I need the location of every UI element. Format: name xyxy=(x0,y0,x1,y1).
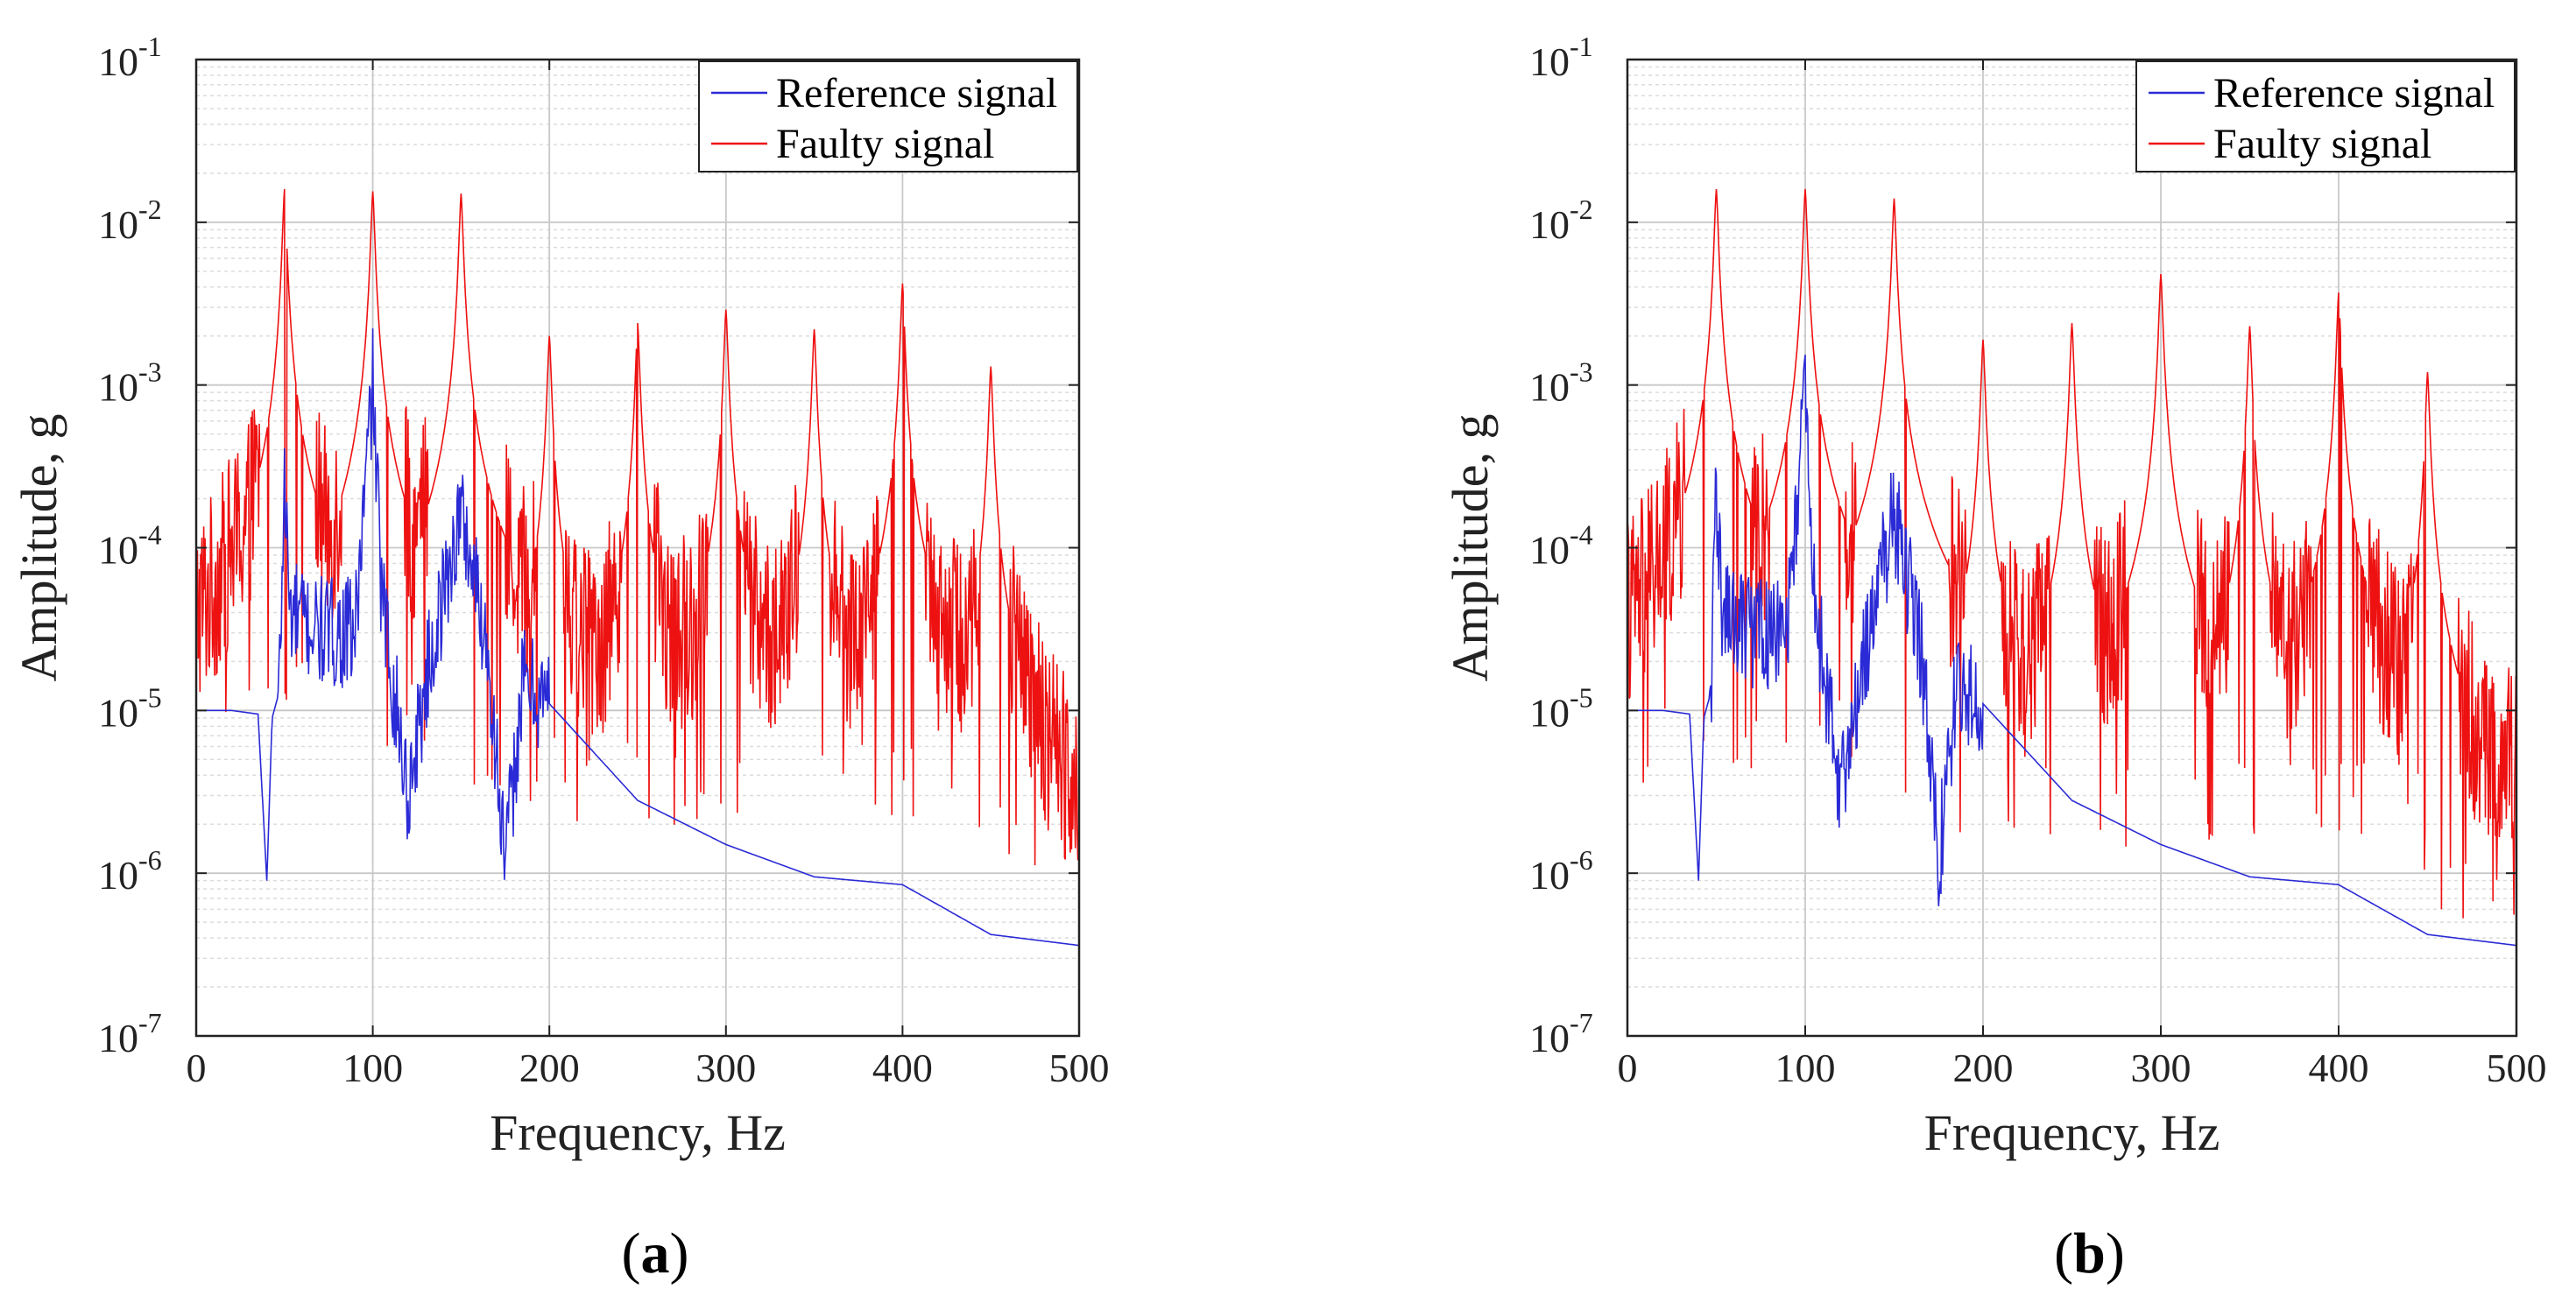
x-tick-label: 100 xyxy=(1775,1046,1836,1090)
y-tick-label: 10-6 xyxy=(1529,844,1593,898)
panel-letter: a xyxy=(641,1222,670,1285)
y-tick-label: 10-5 xyxy=(1529,681,1593,735)
x-tick-label: 200 xyxy=(1953,1046,2014,1090)
y-axis-label: Amplitude, g xyxy=(11,413,67,681)
x-tick-label: 500 xyxy=(2487,1046,2547,1090)
y-tick-labels: 10-7 10-6 10-5 10-4 10-3 10-2 10-1 xyxy=(1529,31,1593,1060)
legend-label-faulty: Faulty signal xyxy=(776,121,994,167)
panel-letter: b xyxy=(2073,1222,2106,1285)
series-layer xyxy=(1627,188,2517,947)
y-tick-label: 10-7 xyxy=(98,1007,162,1060)
y-tick-label: 10-6 xyxy=(98,844,162,898)
legend: Reference signal Faulty signal xyxy=(698,60,1078,173)
y-tick-label: 10-4 xyxy=(1529,519,1593,573)
x-axis-label: Frequency, Hz xyxy=(490,1104,786,1161)
x-tick-label: 500 xyxy=(1049,1046,1110,1090)
series-line-reference xyxy=(196,328,1080,947)
y-axis-label: Amplitude, g xyxy=(1442,413,1499,681)
y-tick-label: 10-1 xyxy=(1529,31,1593,84)
x-tick-label: 200 xyxy=(519,1046,580,1090)
series-line-faulty xyxy=(1627,188,2517,919)
y-tick-labels: 10-7 10-6 10-5 10-4 10-3 10-2 10-1 xyxy=(98,31,162,1060)
x-tick-label: 100 xyxy=(342,1046,403,1090)
legend-label-faulty: Faulty signal xyxy=(2213,121,2431,167)
chart-panel-b: 0 100 200 300 400 500 10-710-610-510-410-310-… xyxy=(1442,31,2547,1285)
y-tick-label: 10-1 xyxy=(98,31,162,84)
legend: Reference signal Faulty signal xyxy=(2135,60,2516,173)
legend-label-reference: Reference signal xyxy=(776,70,1057,116)
series-layer xyxy=(195,188,1080,947)
panel-caption: (b) xyxy=(2054,1222,2125,1285)
chart-panel-a: 0 100 200 300 400 500 10-710-610-510-410-310-… xyxy=(11,31,1110,1285)
tick-marks xyxy=(1627,59,2517,1037)
y-tick-label: 10-2 xyxy=(98,194,162,247)
x-tick-label: 400 xyxy=(872,1046,933,1090)
y-tick-label: 10-2 xyxy=(1529,194,1593,247)
y-tick-label: 10-3 xyxy=(98,356,162,410)
legend-label-reference: Reference signal xyxy=(2213,70,2495,116)
y-tick-label: 10-4 xyxy=(98,519,162,573)
x-tick-label: 300 xyxy=(695,1046,756,1090)
x-axis-label: Frequency, Hz xyxy=(1924,1104,2220,1161)
y-tick-label: 10-3 xyxy=(1529,356,1593,410)
x-tick-label: 300 xyxy=(2131,1046,2191,1090)
series-line-faulty xyxy=(195,188,1080,866)
x-tick-label: 0 xyxy=(187,1046,207,1090)
legend-box xyxy=(698,60,1078,173)
series-line-reference xyxy=(1627,355,2517,947)
legend-box xyxy=(2135,60,2516,173)
x-tick-labels: 0 100 200 300 400 500 xyxy=(1618,1046,2547,1090)
panel-caption: (a) xyxy=(622,1222,689,1285)
y-tick-label: 10-5 xyxy=(98,681,162,735)
x-tick-label: 400 xyxy=(2309,1046,2369,1090)
y-tick-label: 10-7 xyxy=(1529,1007,1593,1060)
x-tick-labels: 0 100 200 300 400 500 xyxy=(187,1046,1110,1090)
x-tick-label: 0 xyxy=(1618,1046,1638,1090)
